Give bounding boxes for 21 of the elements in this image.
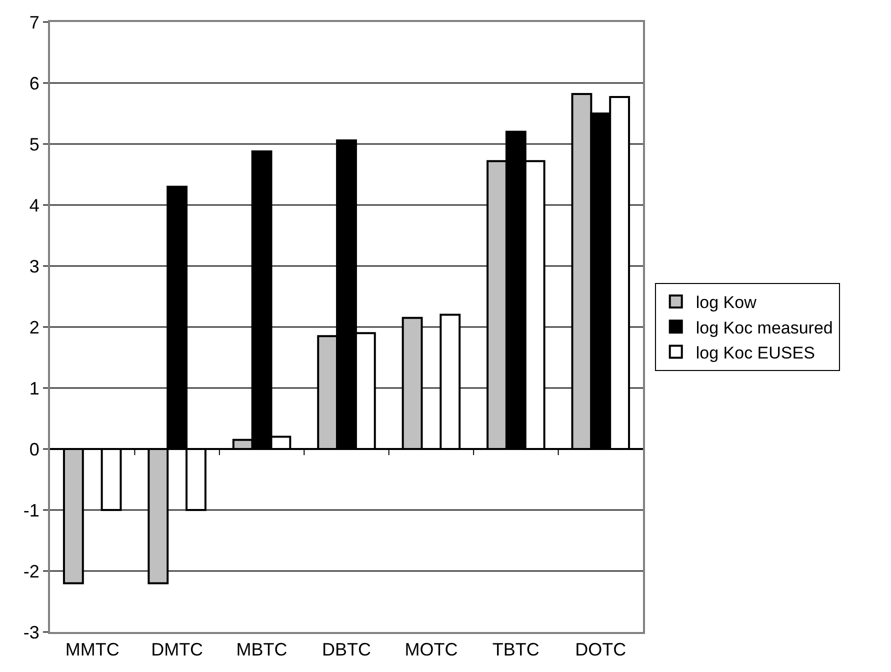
x-tick-label: MBTC: [236, 640, 288, 660]
x-tick-label: MMTC: [65, 640, 120, 660]
x-tick-label: DBTC: [322, 640, 371, 660]
x-tick-label: MOTC: [404, 640, 458, 660]
y-tick-label: 7: [29, 12, 40, 32]
y-tick-label: 1: [29, 378, 40, 398]
y-tick-label: 6: [29, 73, 40, 94]
y-tick-label: 0: [29, 439, 40, 460]
legend-label: log Kow: [696, 293, 758, 312]
y-tick-label: 3: [29, 256, 40, 276]
x-tick-label: TBTC: [492, 640, 540, 660]
x-tick-label: DMTC: [151, 640, 204, 660]
legend-label: log Koc measured: [696, 318, 833, 338]
y-tick-label: 2: [29, 317, 40, 338]
y-tick-label: -3: [23, 622, 40, 642]
y-tick-label: 5: [29, 134, 40, 154]
x-tick-label: DOTC: [575, 640, 626, 660]
y-tick-label: -1: [23, 500, 40, 520]
y-tick-label: 4: [29, 195, 40, 216]
legend-label: log Koc EUSES: [696, 343, 815, 362]
y-tick-label: -2: [23, 561, 40, 582]
